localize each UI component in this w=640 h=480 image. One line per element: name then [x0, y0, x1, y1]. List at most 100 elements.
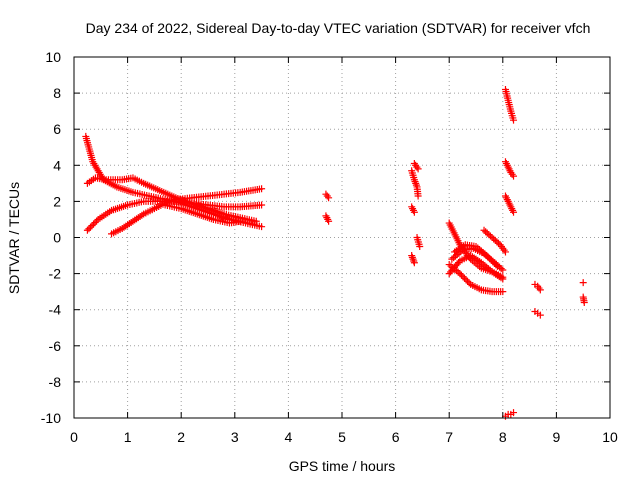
series-track-22 — [501, 409, 518, 420]
data-point — [497, 265, 505, 273]
y-tick-label: -8 — [49, 374, 62, 390]
x-tick-label: 10 — [602, 429, 618, 445]
data-point — [410, 259, 418, 267]
data-point — [484, 253, 492, 261]
series-track-25 — [579, 279, 587, 287]
x-tick-label: 3 — [231, 429, 239, 445]
data-point — [580, 298, 588, 306]
y-tick-label: 10 — [45, 49, 61, 65]
series-track-9 — [410, 159, 422, 173]
y-axis-label: SDTVAR / TECUs — [6, 182, 22, 294]
data-point — [499, 266, 507, 274]
data-point — [410, 208, 418, 216]
data-point — [465, 279, 473, 287]
data-point — [90, 220, 98, 228]
series-track-5 — [161, 201, 244, 227]
data-point — [325, 194, 333, 202]
y-tick-label: 4 — [53, 157, 61, 173]
data-point — [510, 208, 518, 216]
data-point — [493, 262, 501, 270]
data-point — [536, 311, 544, 319]
data-point — [236, 217, 244, 225]
data-point — [258, 201, 266, 209]
data-point — [579, 279, 587, 287]
data-point — [409, 205, 417, 213]
x-tick-label: 8 — [499, 429, 507, 445]
data-point — [459, 273, 467, 281]
data-point — [91, 219, 99, 227]
y-tick-label: 8 — [53, 85, 61, 101]
series-track-18 — [480, 226, 509, 256]
data-point — [489, 258, 497, 266]
series-track-21 — [501, 192, 518, 216]
data-point — [325, 217, 333, 225]
data-point — [483, 252, 491, 260]
data-point — [490, 259, 498, 267]
x-tick-label: 7 — [445, 429, 453, 445]
data-point — [499, 275, 507, 283]
series-track-23 — [531, 280, 544, 294]
x-tick-label: 6 — [392, 429, 400, 445]
series-track-6 — [322, 190, 333, 202]
data-point — [86, 223, 94, 231]
data-point — [252, 217, 260, 225]
data-point — [492, 261, 500, 269]
data-point — [464, 277, 472, 285]
grid — [74, 57, 610, 418]
x-tick-label: 5 — [338, 429, 346, 445]
data-point — [501, 248, 509, 256]
data-point — [495, 239, 503, 247]
data-point — [461, 274, 469, 282]
series-track-15 — [445, 252, 507, 283]
data-point — [85, 225, 93, 233]
data-point — [258, 223, 266, 231]
data-point — [499, 288, 507, 296]
axes: 0 1 2 3 4 5 6 7 8 9 10 -10 -8 -6 -4 -2 0 2 4 6 8 10 — [41, 49, 618, 445]
x-tick-label: 2 — [177, 429, 185, 445]
data-points — [82, 85, 588, 420]
x-tick-label: 9 — [553, 429, 561, 445]
y-tick-label: -4 — [49, 302, 62, 318]
data-point — [414, 192, 422, 200]
y-tick-label: -10 — [41, 410, 61, 426]
series-track-7 — [322, 212, 333, 225]
data-point — [456, 270, 464, 278]
data-point — [414, 165, 422, 173]
data-point — [416, 243, 424, 251]
data-point — [536, 286, 544, 294]
y-tick-label: -2 — [49, 266, 62, 282]
y-tick-label: 6 — [53, 121, 61, 137]
data-point — [323, 214, 331, 222]
x-tick-label: 1 — [124, 429, 132, 445]
y-tick-label: 0 — [53, 230, 61, 246]
data-point — [88, 222, 96, 230]
series-track-17 — [451, 241, 501, 270]
series-track-11 — [408, 252, 418, 267]
data-point — [409, 255, 417, 263]
data-point — [457, 271, 465, 279]
data-point — [510, 116, 518, 124]
series-track-20 — [501, 158, 518, 180]
series-track-24 — [531, 308, 544, 319]
x-tick-label: 4 — [285, 429, 293, 445]
data-point — [487, 256, 495, 264]
series-track-26 — [579, 293, 588, 306]
series-track-10 — [408, 203, 418, 216]
data-point — [510, 409, 518, 417]
x-axis-label: GPS time / hours — [289, 458, 396, 474]
y-tick-label: -6 — [49, 338, 62, 354]
data-point — [83, 226, 91, 234]
x-tick-label: 0 — [70, 429, 78, 445]
data-point — [324, 215, 332, 223]
chart-title: Day 234 of 2022, Sidereal Day-to-day VTE… — [86, 20, 591, 36]
data-point — [409, 206, 417, 214]
y-tick-label: 2 — [53, 193, 61, 209]
data-point — [535, 284, 543, 292]
series-track-8 — [408, 167, 422, 200]
data-point — [258, 185, 266, 193]
series-track-19 — [501, 85, 518, 124]
data-point — [486, 255, 494, 263]
data-point — [510, 172, 518, 180]
data-point — [323, 192, 331, 200]
